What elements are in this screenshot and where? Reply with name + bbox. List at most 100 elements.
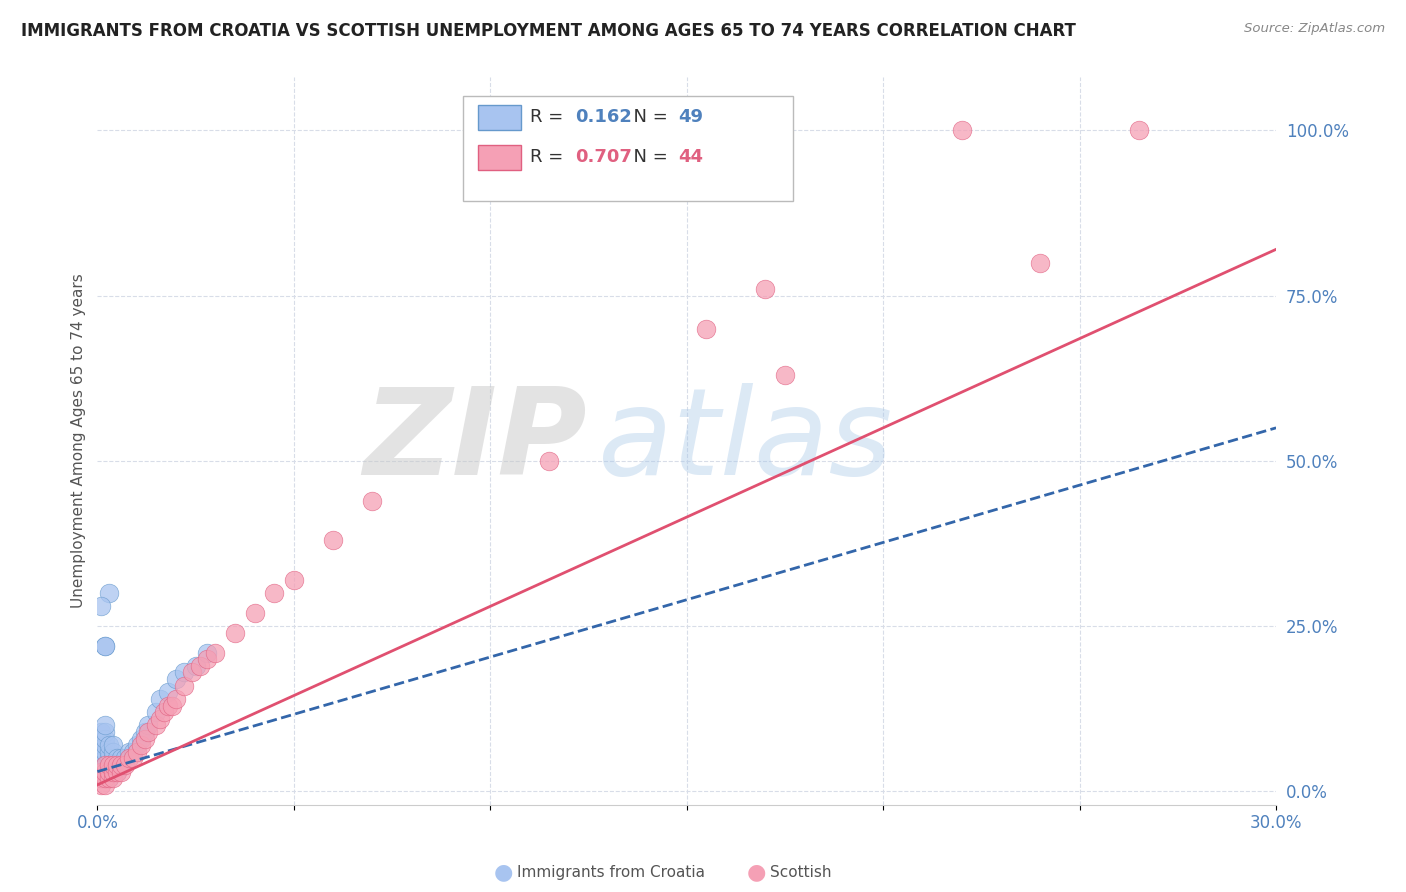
Point xyxy=(90,771,112,785)
Point xyxy=(105,758,128,772)
Point xyxy=(243,606,266,620)
Point xyxy=(90,751,112,765)
Point xyxy=(94,639,117,653)
Text: 44: 44 xyxy=(679,148,703,167)
Point xyxy=(125,745,148,759)
Point xyxy=(129,738,152,752)
Text: 0.707: 0.707 xyxy=(575,148,631,167)
Point xyxy=(145,718,167,732)
Point xyxy=(90,771,112,785)
Point xyxy=(129,731,152,746)
Point xyxy=(195,646,218,660)
Point xyxy=(180,665,202,680)
Point xyxy=(94,771,117,785)
Text: Immigrants from Croatia: Immigrants from Croatia xyxy=(517,865,706,880)
Point xyxy=(160,698,183,713)
FancyBboxPatch shape xyxy=(478,105,520,130)
Point xyxy=(94,758,117,772)
Point xyxy=(105,751,128,765)
Point xyxy=(110,758,132,772)
Point xyxy=(145,705,167,719)
Point xyxy=(165,692,187,706)
Point xyxy=(98,758,121,772)
Point xyxy=(224,625,246,640)
Point xyxy=(134,731,156,746)
Point xyxy=(538,454,561,468)
Point xyxy=(94,725,117,739)
Point xyxy=(283,573,305,587)
Point xyxy=(98,738,121,752)
Point xyxy=(1128,123,1150,137)
Point xyxy=(125,738,148,752)
Point xyxy=(90,745,112,759)
FancyBboxPatch shape xyxy=(463,95,793,201)
Point xyxy=(94,778,117,792)
Y-axis label: Unemployment Among Ages 65 to 74 years: Unemployment Among Ages 65 to 74 years xyxy=(72,274,86,608)
Point xyxy=(361,493,384,508)
Point xyxy=(138,725,160,739)
Point xyxy=(165,672,187,686)
Point xyxy=(105,764,128,779)
Text: IMMIGRANTS FROM CROATIA VS SCOTTISH UNEMPLOYMENT AMONG AGES 65 TO 74 YEARS CORRE: IMMIGRANTS FROM CROATIA VS SCOTTISH UNEM… xyxy=(21,22,1076,40)
FancyBboxPatch shape xyxy=(478,145,520,169)
Point xyxy=(114,751,136,765)
Point xyxy=(101,758,124,772)
Text: N =: N = xyxy=(621,148,673,167)
Point xyxy=(773,368,796,382)
Point xyxy=(98,586,121,600)
Point xyxy=(94,745,117,759)
Point xyxy=(94,771,117,785)
Point xyxy=(98,745,121,759)
Point xyxy=(90,764,112,779)
Point xyxy=(90,738,112,752)
Point xyxy=(94,764,117,779)
Text: atlas: atlas xyxy=(599,383,894,500)
Text: ●: ● xyxy=(494,863,513,882)
Point xyxy=(149,712,172,726)
Point xyxy=(195,652,218,666)
Point xyxy=(101,758,124,772)
Point xyxy=(101,764,124,779)
Point xyxy=(105,764,128,779)
Point xyxy=(110,751,132,765)
Point xyxy=(101,751,124,765)
Point xyxy=(94,751,117,765)
Text: Scottish: Scottish xyxy=(770,865,832,880)
Point xyxy=(98,771,121,785)
Point xyxy=(94,639,117,653)
Text: ●: ● xyxy=(747,863,766,882)
Point xyxy=(950,123,973,137)
Point xyxy=(121,745,143,759)
Point xyxy=(322,533,344,548)
Point xyxy=(101,745,124,759)
Point xyxy=(118,751,141,765)
Point xyxy=(90,764,112,779)
Point xyxy=(153,705,176,719)
Point xyxy=(173,679,195,693)
Point xyxy=(101,771,124,785)
Point xyxy=(94,764,117,779)
Point xyxy=(188,658,211,673)
Text: 0.162: 0.162 xyxy=(575,109,631,127)
Text: 49: 49 xyxy=(679,109,703,127)
Text: ZIP: ZIP xyxy=(363,383,586,500)
Text: N =: N = xyxy=(621,109,673,127)
Point xyxy=(204,646,226,660)
Text: Source: ZipAtlas.com: Source: ZipAtlas.com xyxy=(1244,22,1385,36)
Point xyxy=(94,758,117,772)
Point xyxy=(173,665,195,680)
Text: R =: R = xyxy=(530,109,569,127)
Point xyxy=(90,599,112,614)
Point xyxy=(94,731,117,746)
Point xyxy=(90,778,112,792)
Point xyxy=(110,758,132,772)
Point xyxy=(90,725,112,739)
Point xyxy=(149,692,172,706)
Point xyxy=(98,764,121,779)
Point xyxy=(94,738,117,752)
Point xyxy=(754,282,776,296)
Point xyxy=(121,751,143,765)
Point xyxy=(157,685,180,699)
Point xyxy=(90,758,112,772)
Point xyxy=(98,751,121,765)
